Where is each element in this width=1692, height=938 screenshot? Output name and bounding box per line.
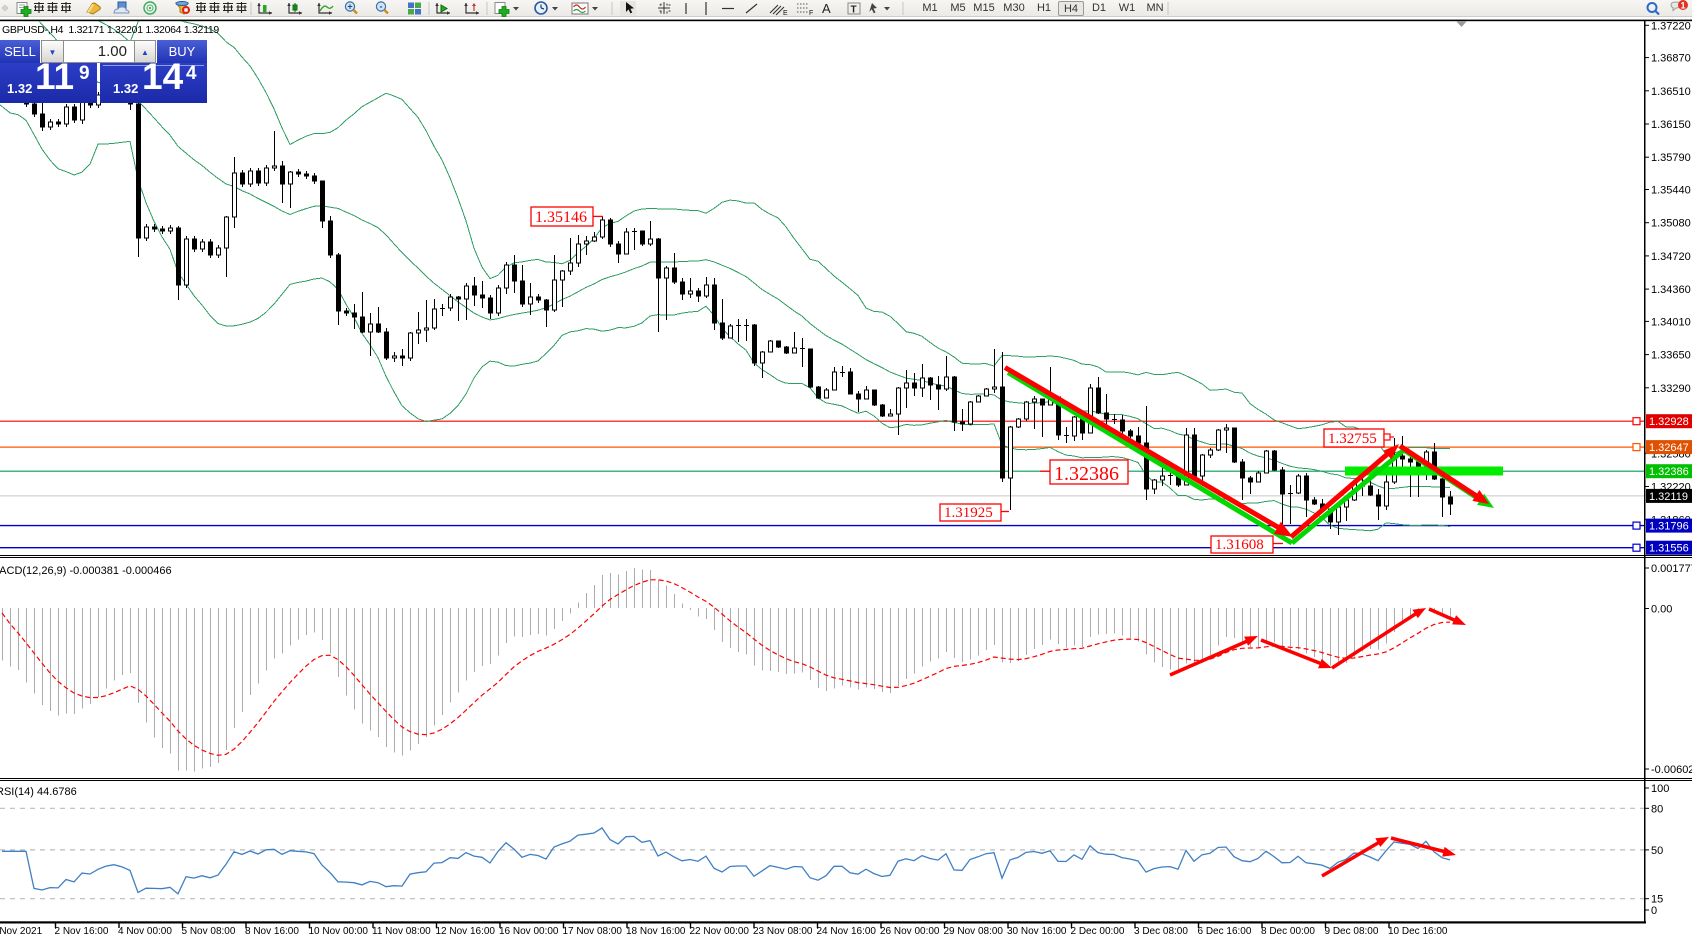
svg-text:-0.00602: -0.00602: [1651, 764, 1692, 776]
svg-text:1.31608: 1.31608: [1215, 537, 1264, 553]
svg-text:1.31556: 1.31556: [1649, 543, 1689, 555]
svg-text:1.36510: 1.36510: [1651, 86, 1691, 98]
svg-text:1.35440: 1.35440: [1651, 185, 1691, 197]
svg-text:11 Nov 08:00: 11 Nov 08:00: [372, 926, 431, 937]
svg-text:E: E: [783, 10, 788, 17]
svg-text:0.001777: 0.001777: [1651, 563, 1692, 575]
svg-text:8 Dec 00:00: 8 Dec 00:00: [1261, 926, 1315, 937]
svg-text:3 Dec 08:00: 3 Dec 08:00: [1134, 926, 1188, 937]
svg-text:MACD(12,26,9) -0.000381 -0.000: MACD(12,26,9) -0.000381 -0.000466: [0, 565, 172, 577]
svg-text:2 Dec 00:00: 2 Dec 00:00: [1071, 926, 1125, 937]
svg-text:1.32386: 1.32386: [1649, 466, 1689, 478]
svg-text:10 Nov 00:00: 10 Nov 00:00: [309, 926, 369, 937]
svg-text:1.32755: 1.32755: [1328, 431, 1377, 447]
svg-text:18 Nov 16:00: 18 Nov 16:00: [626, 926, 686, 937]
svg-text:22 Nov 00:00: 22 Nov 00:00: [690, 926, 750, 937]
svg-text:+: +: [347, 2, 352, 12]
svg-text:1.36150: 1.36150: [1651, 119, 1691, 131]
svg-text:8 Nov 16:00: 8 Nov 16:00: [245, 926, 299, 937]
svg-text:1 Nov 2021: 1 Nov 2021: [0, 926, 43, 937]
svg-text:1: 1: [1680, 0, 1685, 10]
svg-text:50: 50: [1651, 845, 1663, 857]
svg-text:1.34010: 1.34010: [1651, 316, 1691, 328]
svg-text:29 Nov 08:00: 29 Nov 08:00: [944, 926, 1004, 937]
svg-text:1.32928: 1.32928: [1649, 416, 1689, 428]
svg-text:1.33290: 1.33290: [1651, 383, 1691, 395]
svg-text:5 Nov 08:00: 5 Nov 08:00: [182, 926, 236, 937]
svg-text:1.34360: 1.34360: [1651, 284, 1691, 296]
svg-text:0: 0: [1651, 905, 1657, 917]
svg-text:26 Nov 00:00: 26 Nov 00:00: [880, 926, 940, 937]
svg-text:1.34720: 1.34720: [1651, 251, 1691, 263]
svg-text:-: -: [380, 2, 383, 12]
svg-text:15: 15: [1651, 894, 1663, 906]
svg-text:2 Nov 16:00: 2 Nov 16:00: [55, 926, 109, 937]
svg-text:1.32386: 1.32386: [1054, 463, 1119, 485]
svg-text:10 Dec 16:00: 10 Dec 16:00: [1388, 926, 1448, 937]
svg-text:0.00: 0.00: [1651, 604, 1672, 616]
svg-text:16 Nov 00:00: 16 Nov 00:00: [499, 926, 559, 937]
svg-text:9 Dec 08:00: 9 Dec 08:00: [1325, 926, 1379, 937]
svg-text:1.31925: 1.31925: [944, 505, 993, 521]
svg-text:17 Nov 08:00: 17 Nov 08:00: [563, 926, 623, 937]
svg-text:RSI(14) 44.6786: RSI(14) 44.6786: [0, 786, 77, 798]
svg-text:23 Nov 08:00: 23 Nov 08:00: [753, 926, 813, 937]
svg-text:1.35146: 1.35146: [535, 209, 587, 226]
svg-text:1.33650: 1.33650: [1651, 350, 1691, 362]
svg-text:80: 80: [1651, 803, 1663, 815]
svg-text:1.37220: 1.37220: [1651, 20, 1691, 32]
svg-text:4 Nov 00:00: 4 Nov 00:00: [118, 926, 172, 937]
svg-text:1.36870: 1.36870: [1651, 53, 1691, 65]
svg-text:1.35790: 1.35790: [1651, 152, 1691, 164]
svg-text:100: 100: [1651, 783, 1669, 795]
svg-text:1.31796: 1.31796: [1649, 521, 1689, 533]
svg-text:F: F: [809, 10, 813, 17]
svg-text:1.35080: 1.35080: [1651, 218, 1691, 230]
svg-text:T: T: [851, 5, 857, 16]
svg-text:A: A: [822, 1, 831, 16]
svg-text:1.32119: 1.32119: [1649, 491, 1688, 503]
svg-text:12 Nov 16:00: 12 Nov 16:00: [436, 926, 496, 937]
svg-text:24 Nov 16:00: 24 Nov 16:00: [817, 926, 877, 937]
svg-text:6 Dec 16:00: 6 Dec 16:00: [1198, 926, 1252, 937]
svg-text:30 Nov 16:00: 30 Nov 16:00: [1007, 926, 1067, 937]
svg-text:1.32647: 1.32647: [1649, 442, 1689, 454]
